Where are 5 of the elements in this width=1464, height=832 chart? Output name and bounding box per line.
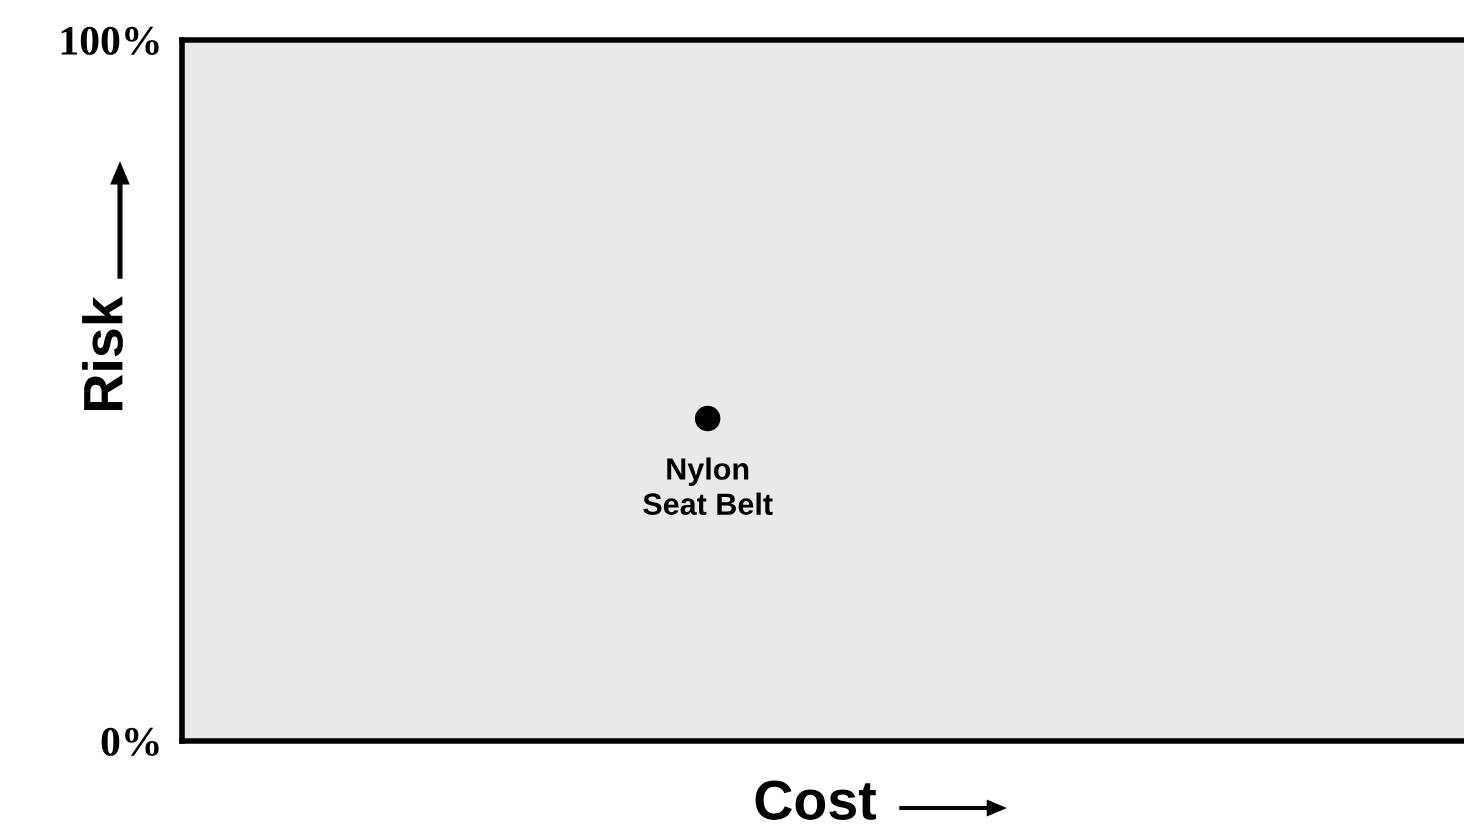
annotation: Nylon Seat Belt <box>643 457 773 515</box>
x-axis-title: Cost <box>755 780 877 820</box>
y-tick-label: 0% <box>101 727 159 756</box>
y-axis-title: Risk <box>82 296 123 410</box>
y-tick-label: 100% <box>61 26 159 55</box>
